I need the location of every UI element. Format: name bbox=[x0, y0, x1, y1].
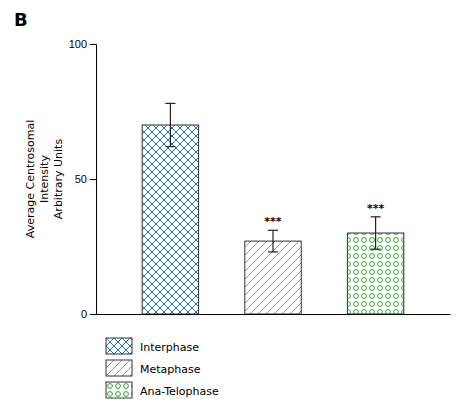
y-tick-label: 0 bbox=[81, 308, 87, 320]
x-axis-line bbox=[97, 314, 451, 315]
error-bar-cap bbox=[165, 103, 175, 104]
plot-area: 0 50 100 *** *** bbox=[69, 38, 451, 320]
legend-item: Interphase bbox=[106, 338, 199, 354]
significance-label: *** bbox=[367, 202, 385, 215]
legend-swatch bbox=[106, 360, 132, 376]
error-bar-cap bbox=[268, 230, 278, 231]
y-tick-mark bbox=[90, 44, 96, 45]
bar bbox=[142, 125, 198, 314]
legend-swatch bbox=[106, 338, 132, 354]
y-tick: 100 bbox=[69, 38, 96, 50]
legend-item: Ana-Telophase bbox=[106, 382, 219, 398]
y-tick: 50 bbox=[75, 173, 96, 185]
marks bbox=[142, 103, 404, 314]
error-bar bbox=[371, 217, 381, 249]
title: B bbox=[14, 9, 28, 30]
annotations: *** *** bbox=[264, 202, 384, 229]
error-bar bbox=[165, 103, 175, 146]
error-bar-cap bbox=[371, 216, 381, 217]
y-tick-label: 50 bbox=[75, 173, 87, 185]
legend-label: Metaphase bbox=[140, 363, 201, 376]
legend-item: Metaphase bbox=[106, 360, 201, 376]
x-axis bbox=[97, 314, 451, 315]
y-axis: 0 50 100 bbox=[69, 38, 97, 320]
y-tick-mark bbox=[90, 314, 96, 315]
y-tick: 0 bbox=[81, 308, 96, 320]
y-axis-title: Average CentrosomalIntensityArbitrary Un… bbox=[24, 120, 65, 238]
significance-label: *** bbox=[264, 215, 282, 228]
y-tick-mark bbox=[90, 179, 96, 180]
error-bar-stem bbox=[272, 230, 273, 252]
error-bar bbox=[268, 230, 278, 252]
chart: 0 50 100 *** *** Average CentrosomalIntensity… bbox=[0, 0, 474, 416]
error-bar-stem bbox=[375, 217, 376, 249]
error-bar-cap bbox=[268, 251, 278, 252]
legend-label: Interphase bbox=[140, 341, 199, 354]
y-tick-label: 100 bbox=[69, 38, 87, 50]
error-bar-cap bbox=[165, 146, 175, 147]
y-axis-line bbox=[90, 45, 97, 315]
legend-label: Ana-Telophase bbox=[140, 385, 219, 398]
legend-swatch bbox=[106, 382, 132, 398]
error-bar-stem bbox=[170, 103, 171, 146]
legend: Interphase Metaphase Ana-Telophase bbox=[106, 338, 219, 398]
bar bbox=[245, 241, 301, 314]
error-bar-cap bbox=[371, 249, 381, 250]
